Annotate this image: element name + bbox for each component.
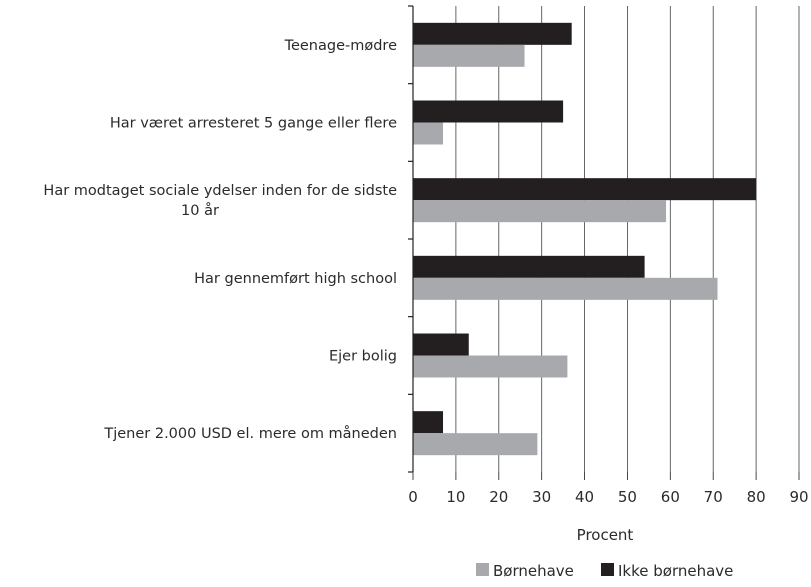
category-label: 10 år [181, 202, 219, 219]
tick-labels: 0 10 20 30 40 50 60 70 80 90 [408, 488, 808, 506]
x-tick-label: 20 [489, 488, 508, 506]
bar-boernehave [413, 355, 568, 378]
x-axis-title: Procent [577, 526, 634, 544]
bar-ikke-boernehave [413, 22, 572, 45]
category-label: Ejer bolig [329, 349, 397, 365]
x-tick-label: 40 [575, 488, 594, 506]
bar-boernehave [413, 277, 718, 300]
legend-label: Børnehave [493, 562, 574, 580]
category-label: Tjener 2.000 USD el. mere om måneden [103, 425, 397, 442]
bar-ikke-boernehave [413, 100, 564, 123]
bar-boernehave [413, 433, 538, 456]
x-tick-label: 70 [704, 488, 723, 506]
x-tick-label: 60 [661, 488, 680, 506]
x-tick-label: 0 [408, 488, 418, 506]
legend: Børnehave Ikke børnehave [476, 562, 733, 580]
bar-boernehave [413, 200, 667, 223]
category-label: Teenage-mødre [284, 38, 398, 54]
axis [408, 5, 800, 480]
bar-ikke-boernehave [413, 255, 645, 278]
category-label: Har modtaget sociale ydelser inden for d… [43, 183, 397, 199]
legend-label: Ikke børnehave [618, 562, 733, 580]
x-tick-label: 10 [446, 488, 465, 506]
legend-swatch [601, 563, 614, 576]
category-label: Har gennemført high school [194, 271, 397, 287]
x-tick-label: 80 [747, 488, 766, 506]
x-tick-label: 50 [618, 488, 637, 506]
bar-boernehave [413, 44, 525, 67]
bar-ikke-boernehave [413, 178, 757, 201]
category-label: Har været arresteret 5 gange eller flere [110, 116, 397, 132]
category-labels: Teenage-mødre Har været arresteret 5 gang… [43, 38, 397, 442]
grid [455, 6, 800, 472]
x-tick-label: 30 [532, 488, 551, 506]
bars [413, 22, 757, 456]
x-tick-label: 90 [789, 488, 808, 506]
bar-boernehave [413, 122, 444, 145]
bar-ikke-boernehave [413, 333, 469, 356]
legend-swatch [476, 563, 489, 576]
bar-ikke-boernehave [413, 411, 444, 434]
